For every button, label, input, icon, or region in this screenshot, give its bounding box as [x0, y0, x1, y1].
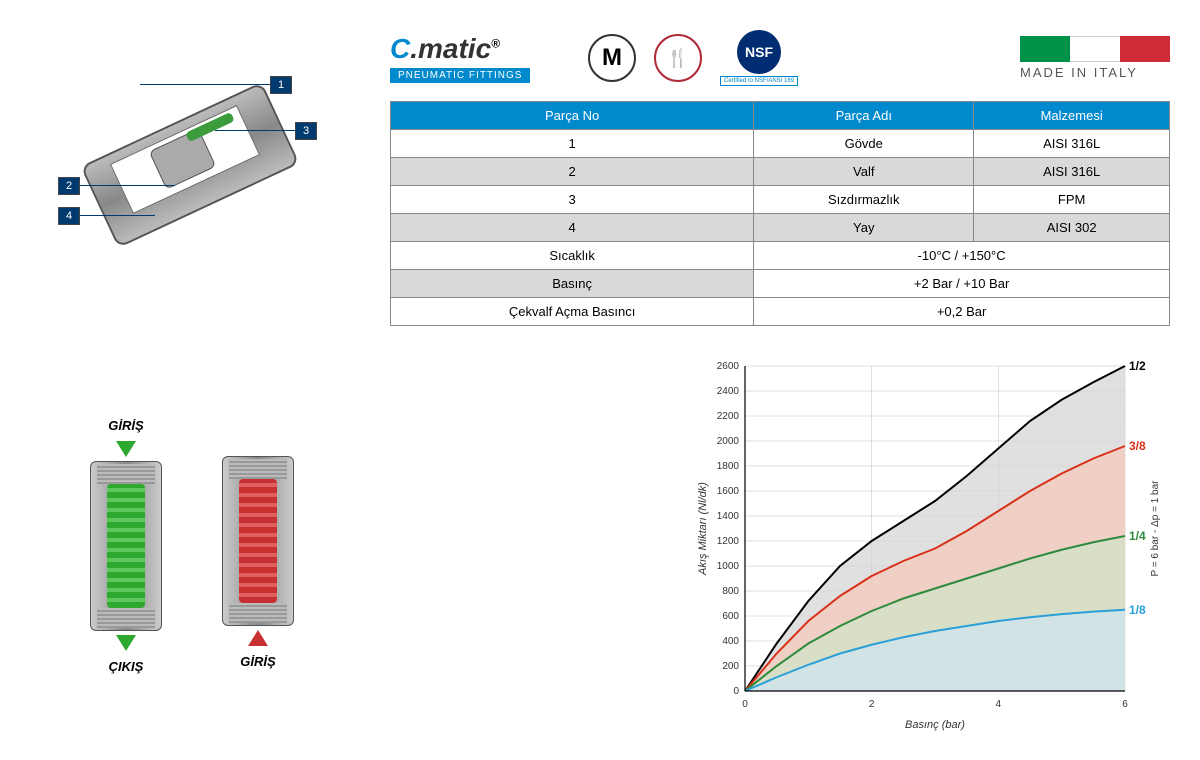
callout-4: 4: [58, 207, 80, 225]
callout-2: 2: [58, 177, 80, 195]
svg-text:2: 2: [869, 699, 875, 710]
svg-text:1200: 1200: [717, 536, 740, 547]
svg-text:1000: 1000: [717, 561, 740, 572]
siliconfree-badge: M: [588, 34, 636, 82]
table-row: 4YayAISI 302: [391, 214, 1170, 242]
svg-text:1400: 1400: [717, 511, 740, 522]
svg-text:800: 800: [722, 586, 739, 597]
cutaway-diagram: 1 3 2 4: [30, 30, 310, 290]
food-grade-badge: 🍴: [654, 34, 702, 82]
svg-text:1600: 1600: [717, 486, 740, 497]
made-in-italy: MADE IN ITALY: [1020, 36, 1170, 80]
svg-text:0: 0: [742, 699, 748, 710]
svg-text:1/8: 1/8: [1129, 603, 1146, 617]
table-row: 2ValfAISI 316L: [391, 158, 1170, 186]
svg-text:600: 600: [722, 611, 739, 622]
svg-text:3/8: 3/8: [1129, 439, 1146, 453]
svg-text:0: 0: [733, 686, 739, 697]
table-row: 3SızdırmazlıkFPM: [391, 186, 1170, 214]
valve-open-view: GİRİŞ ÇIKIŞ: [90, 410, 162, 682]
svg-text:200: 200: [722, 661, 739, 672]
callout-1: 1: [270, 76, 292, 94]
table-row: Sıcaklık-10°C / +150°C: [391, 242, 1170, 270]
svg-text:2200: 2200: [717, 411, 740, 422]
svg-text:2000: 2000: [717, 436, 740, 447]
svg-text:2600: 2600: [717, 361, 740, 372]
table-row: Basınç+2 Bar / +10 Bar: [391, 270, 1170, 298]
svg-text:1/4: 1/4: [1129, 529, 1146, 543]
svg-text:1800: 1800: [717, 461, 740, 472]
table-row: Çekvalf Açma Basıncı+0,2 Bar: [391, 298, 1170, 326]
callout-3: 3: [295, 122, 317, 140]
svg-text:Basınç (bar): Basınç (bar): [905, 719, 965, 731]
svg-text:P = 6 bar - Δp = 1 bar: P = 6 bar - Δp = 1 bar: [1150, 480, 1161, 577]
svg-text:400: 400: [722, 636, 739, 647]
nsf-badge: NSF Certified to NSF/ANSI 169: [720, 30, 798, 86]
flow-pressure-chart: 0 200 400 600 800 1000 1200 1400 1600 1800 2000 220…: [690, 356, 1170, 736]
parts-table: Parça No Parça Adı Malzemesi 1GövdeAISI …: [390, 101, 1170, 326]
svg-text:4: 4: [996, 699, 1002, 710]
table-row: 1GövdeAISI 316L: [391, 130, 1170, 158]
svg-text:1/2: 1/2: [1129, 359, 1146, 373]
svg-text:2400: 2400: [717, 386, 740, 397]
svg-text:Akış Miktarı (Nl/dk): Akış Miktarı (Nl/dk): [697, 482, 709, 576]
brand-logo: C.matic® PNEUMATIC FITTINGS: [390, 33, 570, 83]
svg-text:6: 6: [1122, 699, 1128, 710]
table-header: Parça No Parça Adı Malzemesi: [391, 102, 1170, 130]
valve-closed-view: GİRİŞ: [222, 416, 294, 677]
